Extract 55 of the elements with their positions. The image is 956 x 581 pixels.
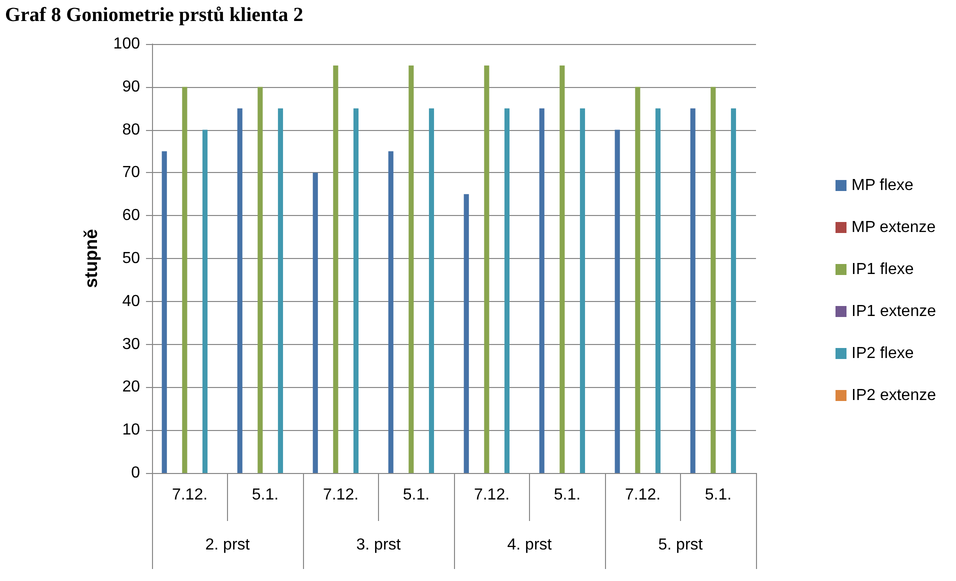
y-tick-label: 20 <box>122 378 140 396</box>
y-tick-label: 80 <box>122 121 140 138</box>
legend-label: IP2 extenze <box>852 387 936 404</box>
x-tick-label: 5.1. <box>402 486 430 504</box>
bar <box>614 130 620 473</box>
bar <box>312 172 318 473</box>
legend-label: MP extenze <box>852 219 936 236</box>
legend-label: IP2 flexe <box>852 345 914 362</box>
y-tick-label: 10 <box>122 422 140 439</box>
bar <box>655 108 661 473</box>
bar <box>258 86 263 473</box>
bar <box>635 86 640 473</box>
chart-title: Graf 8 Goniometrie prstů klienta 2 <box>5 4 304 26</box>
bar <box>428 108 434 473</box>
bar <box>730 108 736 473</box>
x-tick-label: 7.12. <box>322 486 359 504</box>
bar <box>690 108 696 473</box>
text: 3. prst <box>356 536 402 554</box>
legend-label: IP1 extenze <box>852 303 936 320</box>
bar <box>278 108 284 473</box>
bar <box>580 108 586 473</box>
text: 5. prst <box>658 536 704 554</box>
y-tick-label: 60 <box>122 207 140 224</box>
y-axis-title: stupně <box>81 228 101 288</box>
bar <box>162 151 167 473</box>
bar <box>560 65 565 473</box>
legend-label: IP1 flexe <box>852 261 914 278</box>
legend-label: MP flexe <box>852 177 914 194</box>
y-tick-label: 30 <box>122 336 140 353</box>
bar <box>202 130 208 473</box>
bar <box>504 108 510 473</box>
bar <box>408 65 414 473</box>
y-tick-label: 40 <box>122 292 140 310</box>
bar <box>353 108 359 473</box>
bar <box>710 86 716 473</box>
x-tick-label: 7.12. <box>624 486 661 504</box>
y-tick-label: 50 <box>122 250 140 267</box>
text: 4. prst <box>507 536 552 554</box>
y-tick-label: 100 <box>113 36 140 52</box>
text: 2. prst <box>205 536 250 554</box>
bar <box>464 194 469 473</box>
x-tick-label: 5.1. <box>554 486 581 504</box>
bar <box>539 108 544 473</box>
bar <box>484 65 490 473</box>
x-tick-label: 5.1. <box>252 486 279 504</box>
bar <box>333 65 338 473</box>
x-tick-label: 5.1. <box>704 486 732 504</box>
bar <box>237 108 242 473</box>
bar <box>182 86 188 473</box>
x-tick-label: 7.12. <box>172 486 208 504</box>
x-tick-label: 7.12. <box>474 486 510 504</box>
y-tick-label: 0 <box>131 464 140 482</box>
y-tick-label: 90 <box>122 78 140 96</box>
bar <box>388 151 394 473</box>
y-tick-label: 70 <box>122 164 140 182</box>
